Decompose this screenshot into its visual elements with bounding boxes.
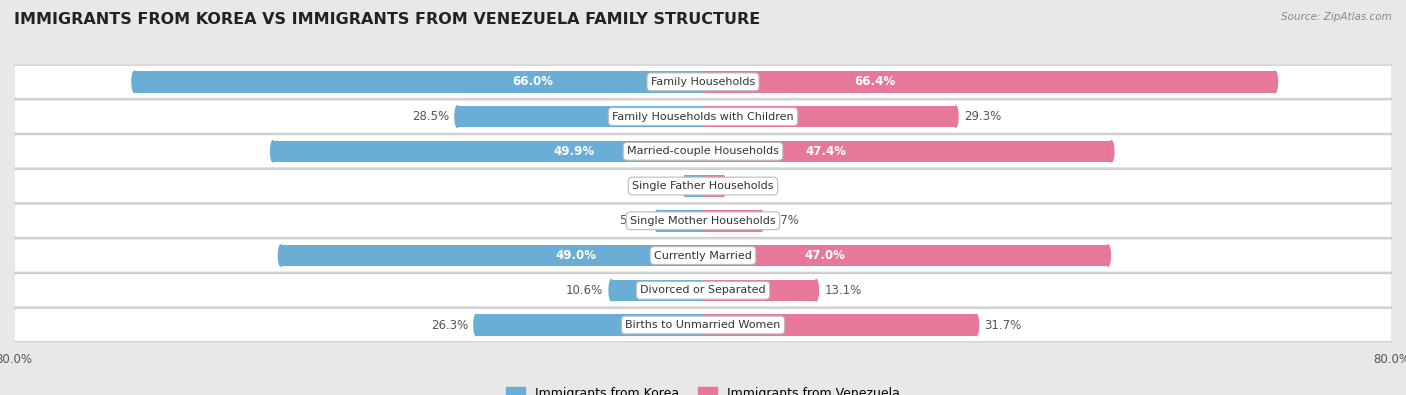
Text: 13.1%: 13.1% (824, 284, 862, 297)
Bar (703, 175, 723, 197)
Polygon shape (1111, 141, 1114, 162)
Bar (281, 245, 703, 266)
Text: 49.9%: 49.9% (554, 145, 595, 158)
Polygon shape (270, 141, 273, 162)
Bar (703, 141, 1111, 162)
Bar (686, 175, 703, 197)
Text: Family Households with Children: Family Households with Children (612, 111, 794, 122)
Text: 66.4%: 66.4% (853, 75, 896, 88)
Text: 6.7%: 6.7% (769, 214, 799, 227)
Bar (457, 106, 703, 127)
FancyBboxPatch shape (14, 100, 1392, 133)
Bar (477, 314, 703, 336)
Polygon shape (1275, 71, 1278, 92)
Bar (135, 71, 703, 92)
Bar (703, 245, 1108, 266)
Bar (703, 314, 976, 336)
Polygon shape (132, 71, 135, 92)
FancyBboxPatch shape (14, 135, 1392, 168)
Polygon shape (278, 245, 281, 266)
Text: Births to Unmarried Women: Births to Unmarried Women (626, 320, 780, 330)
Polygon shape (655, 210, 658, 231)
Bar (703, 280, 815, 301)
Polygon shape (456, 106, 457, 127)
Bar (658, 210, 703, 231)
Polygon shape (976, 314, 979, 336)
Polygon shape (1108, 245, 1111, 266)
Text: Divorced or Separated: Divorced or Separated (640, 285, 766, 295)
Text: Single Father Households: Single Father Households (633, 181, 773, 191)
Polygon shape (815, 280, 818, 301)
FancyBboxPatch shape (14, 204, 1392, 237)
Text: 2.3%: 2.3% (731, 180, 761, 192)
Text: 2.0%: 2.0% (647, 180, 678, 192)
Bar (703, 71, 1275, 92)
FancyBboxPatch shape (14, 239, 1392, 272)
Polygon shape (474, 314, 477, 336)
Text: Single Mother Households: Single Mother Households (630, 216, 776, 226)
Polygon shape (683, 175, 686, 197)
Bar (703, 210, 761, 231)
Text: 49.0%: 49.0% (555, 249, 598, 262)
Polygon shape (761, 210, 763, 231)
FancyBboxPatch shape (14, 65, 1392, 98)
Text: Family Households: Family Households (651, 77, 755, 87)
Text: IMMIGRANTS FROM KOREA VS IMMIGRANTS FROM VENEZUELA FAMILY STRUCTURE: IMMIGRANTS FROM KOREA VS IMMIGRANTS FROM… (14, 12, 761, 27)
Polygon shape (723, 175, 725, 197)
Text: Source: ZipAtlas.com: Source: ZipAtlas.com (1281, 12, 1392, 22)
Text: 47.4%: 47.4% (806, 145, 846, 158)
Text: 29.3%: 29.3% (965, 110, 1001, 123)
Text: Currently Married: Currently Married (654, 250, 752, 261)
FancyBboxPatch shape (14, 308, 1392, 342)
Text: 31.7%: 31.7% (984, 318, 1022, 331)
Bar (273, 141, 703, 162)
Text: 28.5%: 28.5% (412, 110, 449, 123)
Text: 10.6%: 10.6% (565, 284, 603, 297)
FancyBboxPatch shape (14, 274, 1392, 307)
Text: 5.3%: 5.3% (619, 214, 648, 227)
Bar (703, 106, 955, 127)
Legend: Immigrants from Korea, Immigrants from Venezuela: Immigrants from Korea, Immigrants from V… (502, 382, 904, 395)
Bar (612, 280, 703, 301)
FancyBboxPatch shape (14, 169, 1392, 203)
Polygon shape (609, 280, 612, 301)
Text: 47.0%: 47.0% (804, 249, 845, 262)
Text: 26.3%: 26.3% (430, 318, 468, 331)
Text: 66.0%: 66.0% (512, 75, 553, 88)
Polygon shape (955, 106, 957, 127)
Text: Married-couple Households: Married-couple Households (627, 146, 779, 156)
